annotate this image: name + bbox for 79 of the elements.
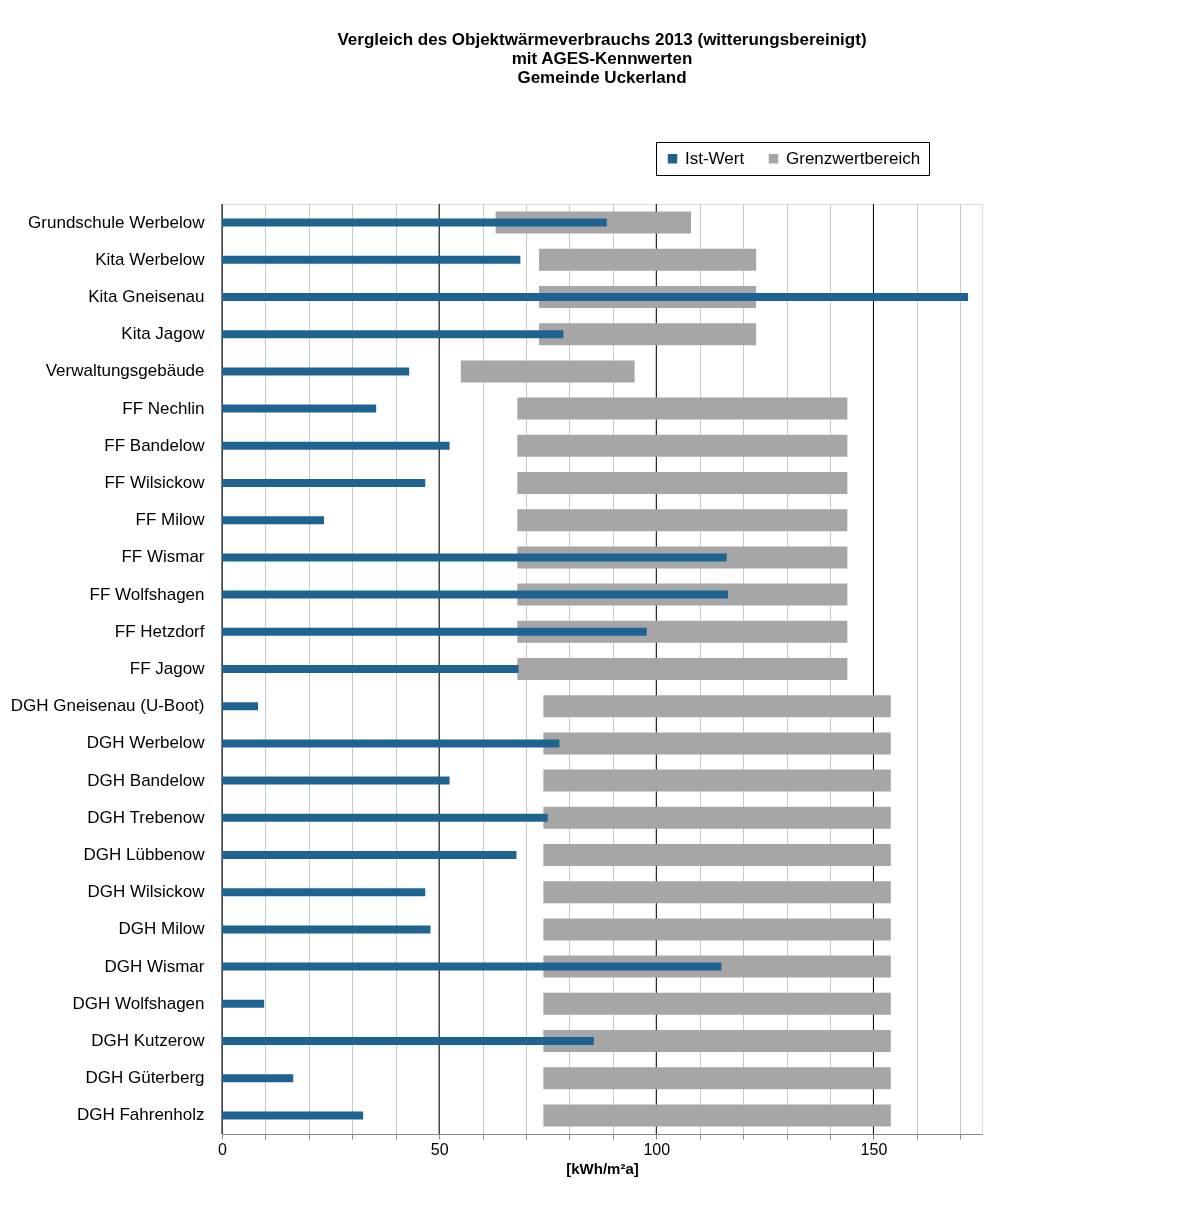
bar <box>517 509 848 532</box>
text: Gemeinde Uckerland <box>517 67 687 87</box>
bar <box>222 627 647 636</box>
bar <box>543 1067 891 1090</box>
bar <box>539 323 757 346</box>
bar <box>222 479 426 487</box>
y-tick-label: DGH Wilsickow <box>87 882 206 902</box>
y-tick-label: DGH Wismar <box>104 956 205 976</box>
bar <box>517 472 848 494</box>
x-tick-label: 0 <box>218 1140 228 1158</box>
legend-label: Grenzwertbereich <box>786 148 921 168</box>
y-tick-label: Verwaltungsgebäude <box>45 361 205 381</box>
x-tick-label: 100 <box>643 1140 671 1158</box>
bar <box>543 1104 891 1127</box>
bar <box>222 776 450 785</box>
x-axis-title: [kWh/m²a] <box>566 1159 639 1177</box>
bar <box>222 516 325 525</box>
bar <box>222 293 969 301</box>
bar <box>543 1030 891 1052</box>
y-tick-label: DGH Kutzerow <box>91 1031 206 1050</box>
y-tick-label: FF Wilsickow <box>104 473 206 492</box>
legend-label: Ist-Wert <box>685 148 745 168</box>
y-tick-label: DGH Bandelow <box>87 770 206 790</box>
bar <box>222 553 727 562</box>
y-tick-label: FF Hetzdorf <box>114 621 205 641</box>
bar <box>222 962 722 971</box>
bar <box>222 851 517 859</box>
bar <box>222 813 548 822</box>
y-tick-label: Grundschule Werbelow <box>28 212 206 232</box>
bar <box>222 999 265 1008</box>
text: mit AGES-Kennwerten <box>511 48 693 68</box>
bar <box>222 888 426 897</box>
bar <box>543 769 891 792</box>
bar <box>222 925 431 934</box>
bar <box>543 918 891 941</box>
y-tick-label: FF Milow <box>135 510 206 530</box>
bar <box>543 844 891 866</box>
bar <box>222 1111 364 1120</box>
bar <box>460 360 635 383</box>
y-tick-label: DGH Trebenow <box>87 807 206 827</box>
y-tick-label: DGH Wolfshagen <box>72 993 205 1013</box>
bar <box>222 255 521 264</box>
bar <box>222 218 607 227</box>
y-tick-label: Kita Gneisenau <box>88 287 205 306</box>
bar <box>222 665 519 673</box>
y-tick-label: FF Bandelow <box>104 435 206 455</box>
bar <box>222 739 560 748</box>
y-tick-label: Kita Jagow <box>121 324 206 344</box>
bar <box>543 806 891 829</box>
bar <box>222 330 564 339</box>
bar <box>543 881 891 904</box>
bar <box>543 732 891 755</box>
bar <box>543 992 891 1015</box>
bar <box>222 404 377 413</box>
y-tick-label: DGH Güterberg <box>85 1068 205 1088</box>
bar <box>539 248 757 271</box>
x-tick-label: 150 <box>860 1140 888 1158</box>
x-tick-label: 50 <box>430 1140 449 1158</box>
y-tick-label: FF Wolfshagen <box>89 584 205 604</box>
bar <box>222 590 728 599</box>
bar <box>222 1037 594 1045</box>
bar <box>222 441 450 450</box>
y-tick-label: DGH Werbelow <box>86 733 206 753</box>
bar <box>517 658 848 680</box>
y-tick-label: DGH Milow <box>118 919 206 939</box>
bar <box>222 1074 294 1083</box>
y-tick-label: Kita Werbelow <box>95 249 206 269</box>
y-tick-label: DGH Fahrenholz <box>76 1105 205 1125</box>
bar <box>222 702 259 711</box>
y-tick-label: FF Wismar <box>121 547 205 567</box>
bar <box>543 695 891 718</box>
y-tick-label: FF Jagow <box>129 659 206 678</box>
y-tick-label: DGH Lübbenow <box>83 845 206 864</box>
y-tick-label: FF Nechlin <box>122 398 205 418</box>
bar <box>517 397 848 420</box>
bar <box>517 434 848 457</box>
y-tick-label: DGH Gneisenau (U-Boot) <box>10 696 205 716</box>
bar <box>222 367 410 376</box>
text: Vergleich des Objektwärmeverbrauchs 2013 (witterungsbereinigt) <box>337 29 867 49</box>
